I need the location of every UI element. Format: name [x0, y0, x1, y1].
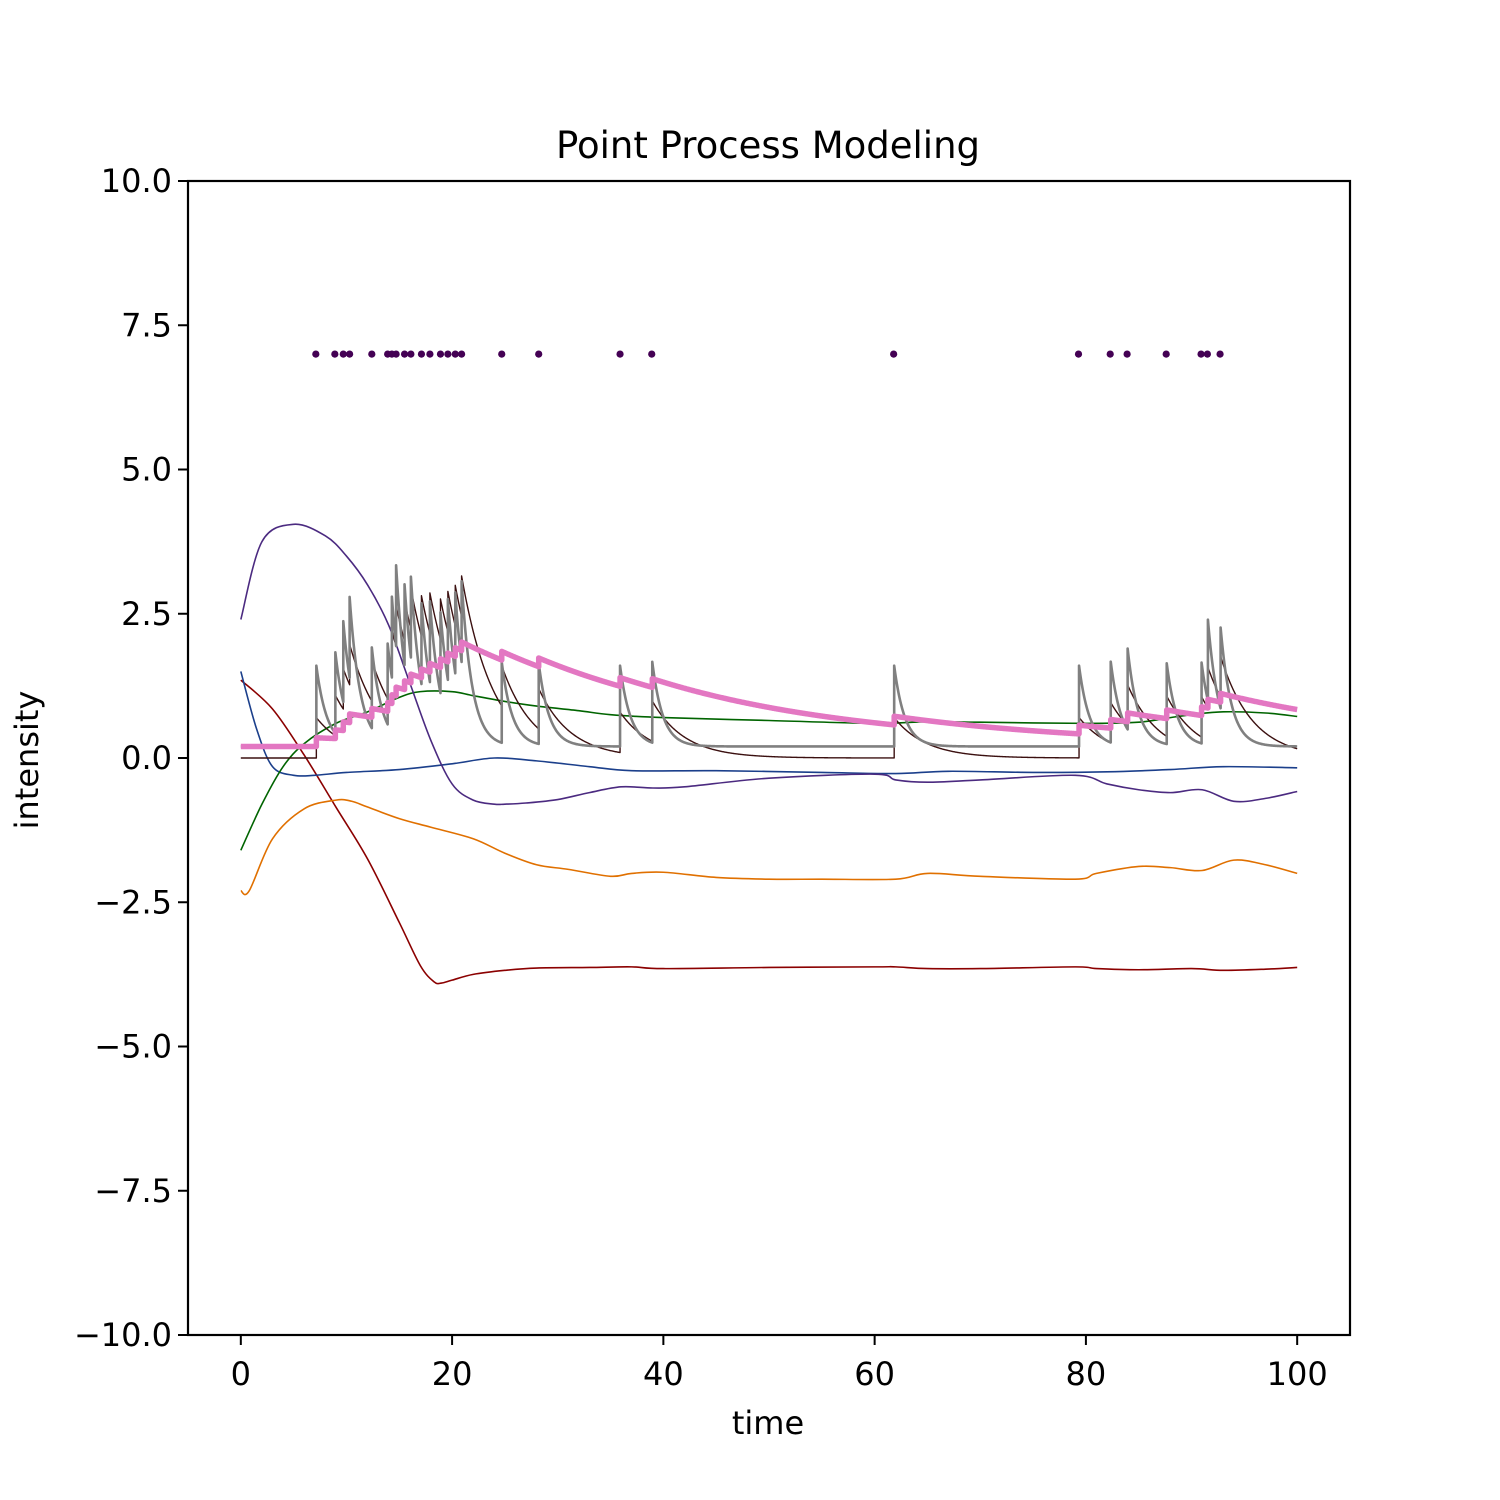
event-point [368, 350, 376, 358]
event-point [1203, 350, 1211, 358]
x-axis-label: time [732, 1404, 804, 1442]
x-tick-label: 0 [231, 1355, 251, 1393]
event-point [1197, 350, 1205, 358]
series-line-8 [238, 639, 1300, 750]
event-point [648, 350, 656, 358]
y-tick-label: 5.0 [121, 451, 172, 489]
event-point [1216, 350, 1224, 358]
event-point [1074, 350, 1083, 358]
y-axis-ticks: −10.0 −7.5 −5.0 −2.5 0.0 2.5 5.0 7.5 10.0 [74, 162, 188, 1354]
event-point [426, 350, 434, 358]
series-line-1 [240, 679, 1298, 985]
event-point [535, 350, 543, 358]
event-point [346, 350, 354, 358]
event-point [444, 350, 452, 358]
y-tick-label: 10.0 [101, 162, 172, 200]
event-point [458, 350, 466, 358]
event-point [339, 350, 347, 358]
event-point [451, 350, 459, 358]
event-point [312, 350, 320, 358]
x-tick-label: 20 [432, 1355, 473, 1393]
series-line-7 [240, 564, 1298, 748]
y-axis-label: intensity [8, 691, 46, 830]
event-point [1123, 350, 1131, 358]
event-point [417, 350, 426, 358]
series-line-5 [240, 523, 1298, 806]
event-point [498, 350, 506, 358]
event-point [407, 350, 415, 358]
y-tick-label: −5.0 [94, 1028, 172, 1066]
y-tick-label: −10.0 [74, 1316, 172, 1354]
event-point [331, 350, 339, 358]
x-tick-label: 40 [643, 1355, 684, 1393]
event-point [436, 350, 445, 358]
x-tick-label: 100 [1267, 1355, 1328, 1393]
x-tick-label: 60 [854, 1355, 895, 1393]
y-tick-label: 7.5 [121, 306, 172, 344]
x-tick-label: 80 [1066, 1355, 1107, 1393]
y-tick-label: −2.5 [94, 883, 172, 921]
y-tick-label: −7.5 [94, 1172, 172, 1210]
event-point [400, 350, 409, 358]
event-point [1106, 350, 1114, 358]
x-axis-ticks: 0 20 40 60 80 100 [231, 1335, 1328, 1393]
y-tick-label: 2.5 [121, 595, 172, 633]
event-point [890, 350, 898, 358]
plot-frame [186, 179, 1352, 1337]
event-point [616, 350, 624, 358]
y-tick-label: 0.0 [121, 739, 172, 777]
series-line-3 [240, 671, 1298, 777]
chart-title: Point Process Modeling [556, 124, 980, 167]
event-point [1162, 350, 1170, 358]
event-point [392, 350, 400, 358]
series-line-2 [240, 798, 1298, 896]
